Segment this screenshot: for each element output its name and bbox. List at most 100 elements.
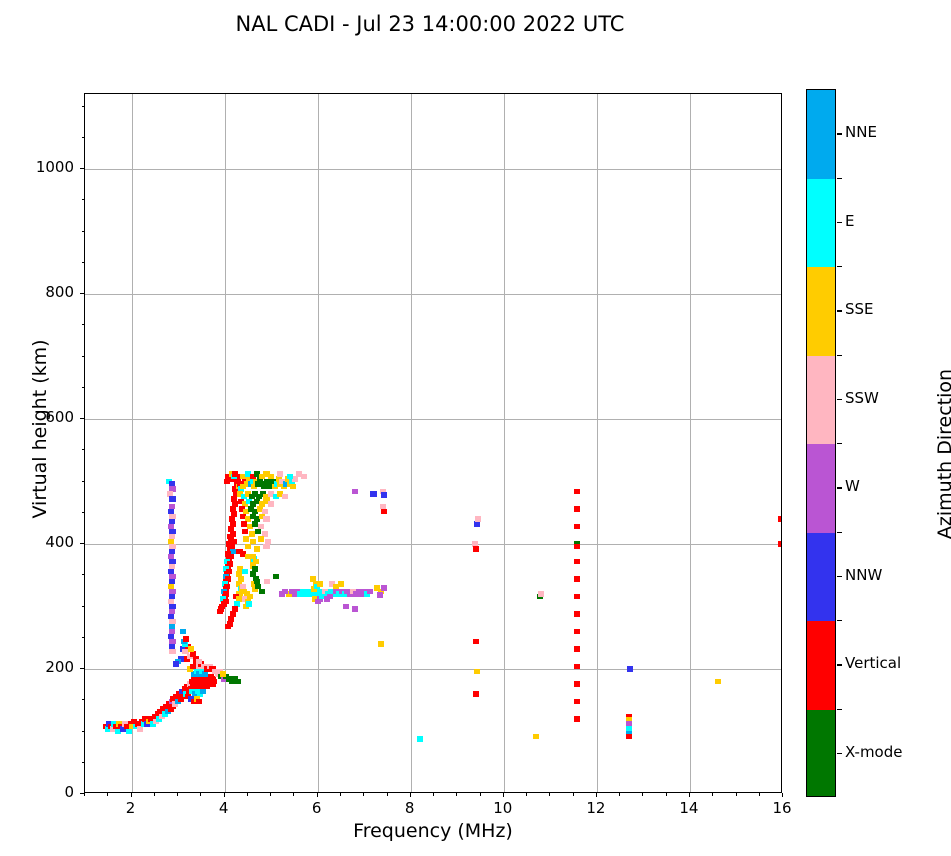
data-marker [244, 471, 251, 477]
data-marker [258, 588, 265, 595]
data-marker [574, 576, 581, 582]
colorbar-band-ssw[interactable] [807, 355, 835, 445]
data-marker [471, 541, 478, 547]
colorbar-label-e: E [845, 211, 855, 230]
data-marker [168, 593, 175, 600]
data-marker [240, 513, 247, 520]
x-tick-minor [642, 793, 644, 796]
x-tick [130, 793, 132, 797]
data-marker [254, 546, 261, 552]
data-marker [230, 511, 237, 517]
data-marker [244, 516, 251, 522]
data-marker [229, 531, 236, 537]
data-marker [250, 571, 257, 577]
data-marker [223, 478, 230, 485]
data-marker [574, 646, 581, 652]
data-marker [167, 568, 174, 575]
y-tick [80, 168, 84, 169]
y-tick [80, 793, 84, 794]
data-marker [244, 543, 251, 550]
y-tick-minor [81, 574, 84, 576]
x-tick-label: 12 [586, 799, 606, 817]
y-tick-minor [81, 105, 84, 107]
data-marker [238, 498, 245, 505]
x-tick-minor [363, 793, 365, 796]
colorbar-boundary-tick [837, 531, 842, 533]
colorbar[interactable] [806, 89, 836, 797]
colorbar-band-nne[interactable] [807, 90, 835, 180]
colorbar-band-e[interactable] [807, 178, 835, 268]
x-tick-minor [735, 793, 737, 796]
data-marker [351, 488, 358, 495]
data-marker [288, 588, 295, 595]
data-marker [231, 606, 238, 612]
data-marker [238, 576, 245, 582]
data-marker [230, 496, 237, 502]
data-marker [169, 543, 176, 550]
data-marker [228, 526, 235, 532]
data-marker [250, 538, 257, 545]
data-marker [167, 613, 174, 620]
data-marker [169, 573, 176, 580]
data-marker [242, 528, 249, 535]
colorbar-band-x-mode[interactable] [807, 709, 835, 796]
x-tick [595, 793, 597, 797]
colorbar-band-vertical[interactable] [807, 621, 835, 711]
data-marker [256, 493, 263, 500]
x-tick [502, 793, 504, 797]
data-marker [179, 628, 186, 635]
x-tick-minor [433, 793, 434, 796]
y-tick-minor [81, 230, 84, 232]
gridline-horizontal [85, 669, 781, 670]
data-marker [282, 493, 289, 500]
data-marker [246, 593, 253, 600]
colorbar-band-w[interactable] [807, 444, 835, 534]
data-marker [227, 476, 234, 482]
data-marker [242, 568, 249, 575]
colorbar-band-nnw[interactable] [807, 532, 835, 622]
data-marker [196, 698, 203, 705]
data-marker [337, 581, 344, 587]
x-tick [782, 793, 783, 797]
data-marker [168, 608, 175, 615]
data-marker [246, 523, 253, 530]
data-marker [263, 498, 270, 505]
x-tick-label: 6 [311, 799, 322, 817]
y-tick [80, 668, 84, 669]
x-tick-label: 10 [493, 799, 513, 817]
data-marker [333, 583, 340, 590]
data-marker [533, 733, 540, 740]
data-marker [326, 593, 333, 600]
x-tick-minor [177, 793, 179, 796]
y-tick-minor [81, 324, 84, 326]
data-marker [228, 616, 235, 622]
data-marker [258, 501, 265, 507]
x-tick-minor [339, 793, 341, 796]
y-tick-minor [81, 605, 84, 607]
data-marker [231, 501, 238, 507]
data-marker [258, 513, 265, 520]
data-marker [229, 548, 236, 555]
plot-area[interactable] [84, 93, 782, 793]
data-marker [288, 478, 295, 485]
colorbar-band-sse[interactable] [807, 267, 835, 357]
data-marker [169, 496, 176, 502]
x-tick-minor [293, 793, 295, 796]
data-marker [574, 628, 581, 635]
data-marker [319, 593, 326, 600]
data-marker [229, 506, 236, 512]
colorbar-label-sse: SSE [845, 300, 874, 319]
data-marker [168, 643, 175, 650]
data-marker [574, 698, 581, 705]
y-tick-minor [81, 355, 84, 357]
gridline-vertical [410, 94, 412, 792]
x-tick [223, 793, 225, 797]
data-marker [380, 492, 387, 499]
data-marker [242, 536, 250, 542]
data-marker [168, 623, 175, 630]
page-title: NAL CADI - Jul 23 14:00:00 2022 UTC [235, 12, 625, 36]
colorbar-label-nne: NNE [845, 123, 877, 142]
data-marker [114, 728, 121, 735]
data-marker [249, 553, 256, 560]
